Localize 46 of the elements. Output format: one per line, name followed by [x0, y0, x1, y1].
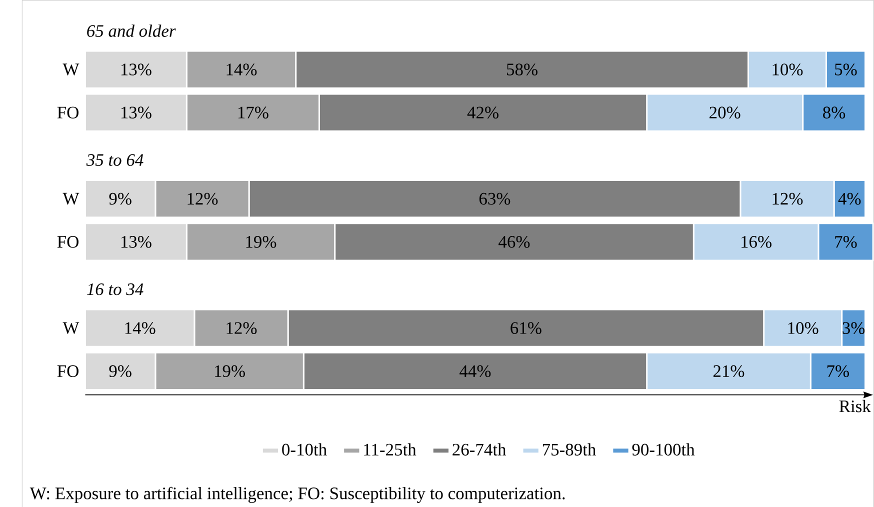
data-label: 42%: [467, 106, 498, 118]
data-label: 19%: [246, 236, 276, 248]
data-label: 5%: [835, 63, 857, 76]
legend-label: 75-89th: [542, 443, 596, 456]
y-tick-label: W: [62, 64, 80, 76]
data-label: 63%: [479, 192, 510, 205]
annotation: 16 to 34: [87, 283, 144, 296]
y-tick-label: FO: [57, 365, 78, 377]
data-label: 13%: [121, 106, 152, 118]
data-label: 58%: [507, 63, 538, 76]
data-label: 13%: [121, 236, 152, 248]
data-label: 17%: [238, 106, 268, 118]
data-label: 4%: [838, 192, 861, 205]
data-label: 21%: [713, 365, 744, 377]
data-label: 61%: [510, 322, 542, 334]
data-label: 46%: [498, 236, 530, 248]
legend-label: 11-25th: [364, 443, 416, 456]
data-label: 13%: [121, 63, 152, 76]
data-label: 12%: [772, 192, 803, 205]
legend-label: 0-10th: [282, 443, 327, 456]
data-label: 10%: [772, 63, 803, 76]
data-label: 12%: [226, 322, 257, 334]
data-label: 19%: [215, 365, 245, 377]
data-label: 44%: [460, 365, 491, 377]
y-tick-label: FO: [57, 106, 78, 118]
legend-label: 26-74th: [452, 443, 506, 456]
y-tick-label: W: [62, 192, 80, 205]
y-tick-label: W: [62, 322, 80, 334]
data-label: 14%: [125, 322, 156, 334]
annotation: 65 and older: [87, 24, 176, 37]
data-label: 7%: [835, 236, 857, 248]
data-label: 7%: [827, 365, 849, 377]
data-label: 16%: [742, 236, 772, 248]
data-label: 8%: [823, 106, 846, 118]
data-label: 20%: [710, 106, 740, 118]
legend-label: 90-100th: [632, 443, 695, 456]
text: W: Exposure to artificial intelligence; FO: Susceptibility to computerization.: [30, 486, 565, 503]
data-label: 9%: [109, 192, 132, 205]
data-label: 14%: [226, 63, 257, 76]
data-label: 12%: [188, 192, 218, 205]
annotation: 35 to 64: [86, 154, 144, 166]
x-axis-title: Risk: [839, 400, 871, 412]
y-tick-label: FO: [57, 236, 78, 248]
data-label: 9%: [109, 365, 132, 377]
data-label: 3%: [842, 322, 865, 334]
data-label: 10%: [788, 322, 818, 334]
